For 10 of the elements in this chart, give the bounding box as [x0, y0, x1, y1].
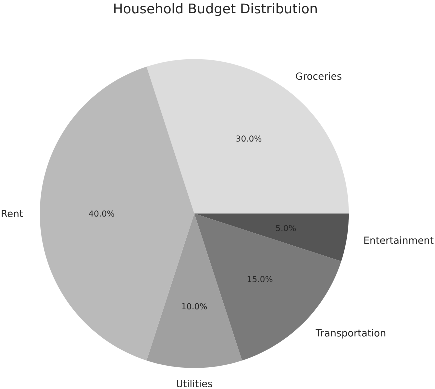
slice-label: Entertainment [364, 236, 434, 244]
data-label: 30.0% [236, 136, 262, 142]
chart-title: Household Budget Distribution [114, 4, 317, 17]
slice-label: Rent [2, 210, 24, 218]
slice-label: Transportation [316, 329, 386, 339]
data-label: 10.0% [182, 304, 208, 310]
data-label: 15.0% [248, 276, 273, 283]
slice-label: Utilities [177, 380, 212, 388]
slice-label: Groceries [296, 72, 342, 80]
data-label: 40.0% [89, 210, 114, 218]
